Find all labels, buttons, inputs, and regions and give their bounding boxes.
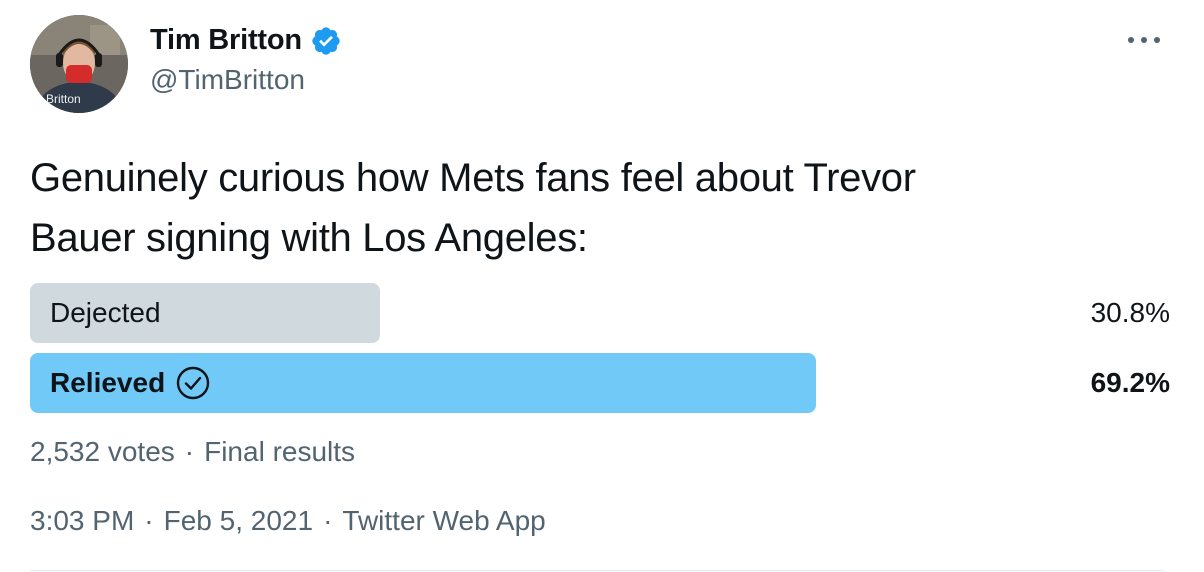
tweet-timestamp: 3:03 PM · Feb 5, 2021 · Twitter Web App <box>30 505 546 537</box>
poll-status: Final results <box>204 436 356 467</box>
poll-meta: 2,532 votes · Final results <box>30 436 355 468</box>
separator-dot: · <box>144 505 154 536</box>
avatar[interactable]: n Britton <box>30 15 128 113</box>
poll-bar-relieved <box>30 353 816 413</box>
tweet-source[interactable]: Twitter Web App <box>342 505 546 536</box>
tweet-text: Genuinely curious how Mets fans feel abo… <box>30 148 1170 268</box>
tweet-time[interactable]: 3:03 PM <box>30 505 135 536</box>
author-name-row: Tim Britton <box>150 24 342 57</box>
poll-option-dejected: Dejected 30.8% <box>30 283 1170 343</box>
poll-option-percent: 30.8% <box>1090 297 1170 328</box>
poll-option-percent: 69.2% <box>1090 367 1170 398</box>
display-name[interactable]: Tim Britton <box>150 24 302 56</box>
separator-dot: · <box>323 505 333 536</box>
poll-option-label: Dejected <box>50 297 161 328</box>
avatar-caption: n Britton <box>36 92 81 106</box>
author-handle[interactable]: @TimBritton <box>150 64 305 95</box>
more-options-icon[interactable] <box>1124 28 1164 52</box>
tweet-text-line: Genuinely curious how Mets fans feel abo… <box>30 156 916 200</box>
divider <box>30 570 1164 571</box>
vote-count: 2,532 votes <box>30 436 175 467</box>
poll-option-label: Relieved <box>50 367 166 398</box>
verified-badge-icon <box>310 25 342 57</box>
tweet-date[interactable]: Feb 5, 2021 <box>163 505 314 536</box>
separator-dot: · <box>184 436 195 467</box>
tweet-text-line: Bauer signing with Los Angeles: <box>30 216 588 260</box>
winner-check-circle-icon <box>175 365 211 401</box>
poll-option-relieved: Relieved 69.2% <box>30 353 1170 413</box>
poll-bar-dejected <box>30 283 380 343</box>
